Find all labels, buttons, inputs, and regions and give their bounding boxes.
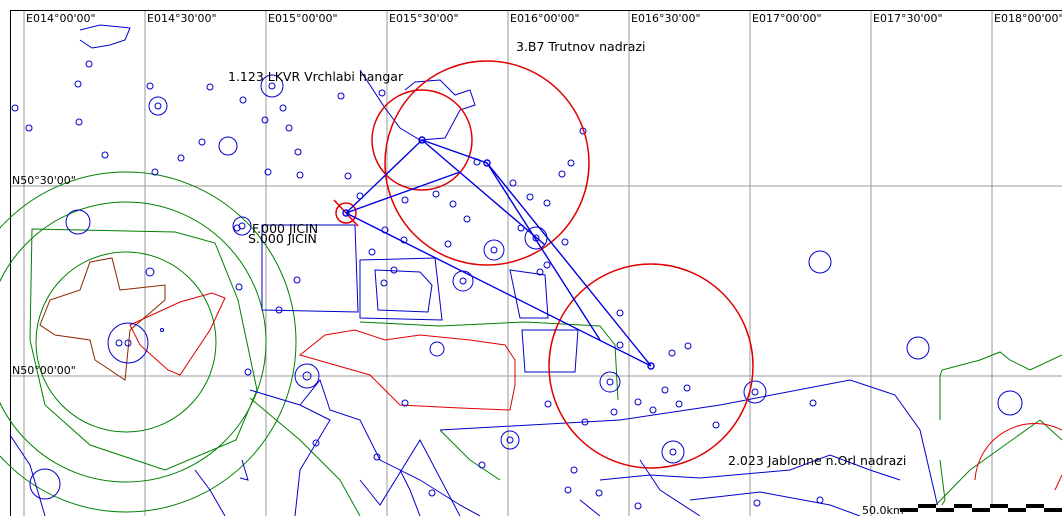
sector-start-finish [335, 202, 357, 224]
airspace-red [129, 292, 1062, 491]
latitude-labels: N50°30'00" N50°00'00" [12, 174, 76, 377]
airspace-blue [9, 24, 941, 516]
lon-label: E015°00'00" [268, 12, 338, 25]
sector-trutnov [384, 60, 590, 266]
lon-label: E015°30'00" [389, 12, 459, 25]
turnpoint-label: 1.123 LKVR Vrchlabi hangar [228, 69, 404, 84]
lon-label: E018°00'00" [994, 12, 1062, 25]
turnpoint-label: F.000 JICIN [252, 221, 318, 236]
lon-label: E014°00'00" [26, 12, 96, 25]
task-legs [342, 136, 655, 370]
airspace-brown [39, 257, 166, 381]
lon-label: E017°30'00" [873, 12, 943, 25]
scale-bar-label: 50.0km [862, 504, 904, 516]
map-markers [11, 60, 1023, 510]
turnpoint-label: 2.023 Jablonne n.Orl nadrazi [728, 453, 906, 468]
lon-label: E016°30'00" [631, 12, 701, 25]
lon-label: E014°30'00" [147, 12, 217, 25]
turnpoint-label: 3.B7 Trutnov nadrazi [516, 39, 645, 54]
airspace-green [0, 171, 1062, 516]
lon-label: E016°00'00" [510, 12, 580, 25]
turnpoint-label: S.000 JICIN [248, 231, 317, 246]
lat-label: N50°00'00" [12, 364, 76, 377]
map-frame [10, 10, 1062, 516]
sector-vrchlabi [371, 89, 473, 191]
scale-bar: 50.0km [862, 504, 1062, 516]
lat-label: N50°30'00" [12, 174, 76, 187]
turnpoint-labels: 1.123 LKVR Vrchlabi hangar 3.B7 Trutnov … [228, 39, 906, 468]
sector-jablonne [548, 263, 754, 469]
lon-label: E017°00'00" [752, 12, 822, 25]
longitude-labels: E014°00'00" E014°30'00" E015°00'00" E015… [26, 12, 1062, 25]
grid [10, 10, 1062, 516]
task-sectors [333, 60, 754, 469]
